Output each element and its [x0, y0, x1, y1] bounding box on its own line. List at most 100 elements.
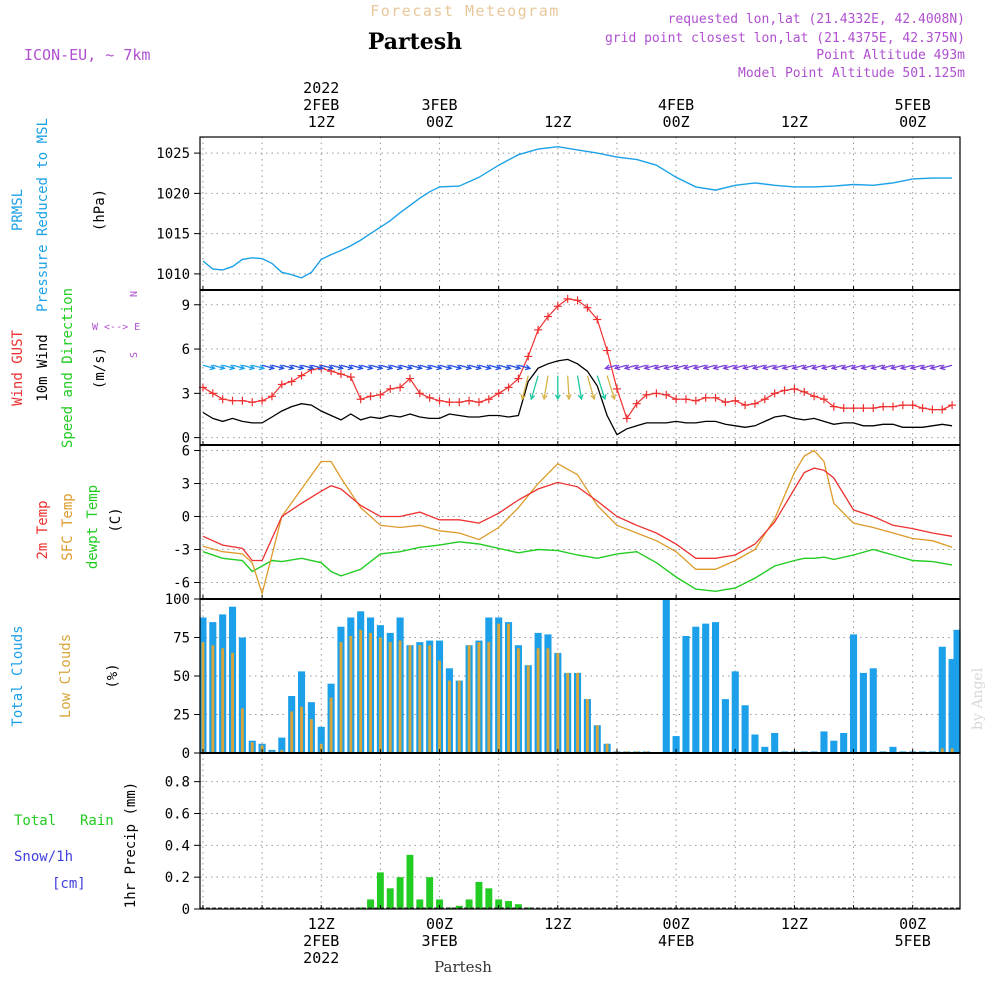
precip-unit-label: 1hr Precip (mm) — [123, 782, 139, 908]
wind-arrow — [478, 364, 491, 370]
total-cloud-bar — [692, 626, 700, 753]
wind-arrow-head — [278, 364, 285, 371]
wind-arrow — [812, 364, 825, 370]
total-cloud-bar — [938, 646, 946, 753]
wind-arrow-head — [298, 364, 305, 371]
low-cloud-bar — [398, 640, 402, 753]
low-cloud-bar — [595, 725, 599, 753]
wind-arrow — [518, 364, 531, 370]
cloud-unit-label: (%) — [105, 663, 121, 688]
wind-arrow-head — [663, 364, 670, 371]
wind-arrow-head — [541, 394, 548, 401]
low-cloud-bar — [467, 645, 471, 753]
prmsl-label: PRMSL — [10, 189, 26, 231]
wind-arrow — [340, 364, 353, 370]
wind-arrow — [360, 364, 373, 370]
wind-arrow — [684, 364, 696, 370]
wind10m-label: 10m Wind — [35, 334, 51, 401]
model-altitude: Model Point Altitude 501.125m — [738, 66, 965, 81]
ytick-label: 1020 — [156, 186, 190, 202]
wind-line — [202, 358, 953, 436]
low-cloud-bar — [487, 642, 491, 753]
panel-frames: 10101015102010250369-6-3036025507510000.… — [156, 136, 961, 918]
wind-unit-label: (m/s) — [92, 347, 108, 389]
requested-location: requested lon,lat (21.4332E, 42.4008N) — [668, 12, 965, 27]
rain-bar — [357, 907, 365, 909]
rain-bar — [524, 907, 532, 909]
wind-arrow-head — [751, 364, 759, 371]
wind-arrow — [291, 364, 304, 370]
wind-arrow — [930, 364, 943, 370]
low-cloud-bar — [309, 719, 313, 753]
ytick-label: 1015 — [156, 227, 190, 243]
total-cloud-bar — [672, 736, 680, 753]
low-cloud-bar — [369, 632, 372, 753]
wind-arrow-head — [288, 364, 295, 371]
temp-labels: 2m Temp SFC Temp dewpt Temp (C) — [35, 485, 124, 569]
wind-arrow-head — [889, 364, 897, 371]
low-cloud-bar — [280, 749, 284, 753]
wind-arrow-head — [840, 364, 847, 371]
top-time-label: 2022 — [303, 79, 339, 97]
ytick-label: 0 — [182, 510, 190, 526]
bottom-time-label: 5FEB — [895, 932, 931, 950]
wind-arrow-head — [820, 364, 828, 371]
wind-arrow — [281, 364, 294, 370]
wind-arrow-head — [515, 364, 522, 371]
total-cloud-bar — [889, 746, 897, 753]
footer-location: Partesh — [434, 958, 492, 976]
wind-arrow — [920, 364, 933, 370]
compass-icon: N W <--> E S — [92, 291, 140, 358]
low-clouds-label: Low Clouds — [58, 634, 74, 718]
wind-arrow — [370, 364, 383, 370]
ytick-label: -3 — [173, 543, 190, 559]
ytick-label: 1010 — [156, 267, 190, 283]
total-cloud-bar — [721, 699, 729, 753]
total-cloud-bar — [682, 635, 690, 753]
wind-arrow-head — [623, 364, 631, 371]
total-cloud-bar — [953, 629, 961, 753]
wind-arrow-head — [682, 364, 690, 371]
compass-north: N — [129, 291, 140, 297]
ytick-label: 9 — [182, 298, 190, 314]
wind-arrow-head — [732, 364, 739, 371]
wind-arrow — [802, 364, 815, 370]
low-cloud-bar — [418, 645, 422, 753]
wind-arrow — [782, 364, 795, 370]
panel-frame — [199, 136, 961, 291]
wind-arrow — [664, 364, 677, 370]
ytick-label: 0 — [182, 746, 190, 762]
wind-arrow — [762, 364, 775, 370]
wind-arrow — [419, 364, 432, 370]
low-cloud-bar — [447, 680, 451, 753]
wind-arrow-head — [455, 364, 463, 371]
wind-arrow-head — [781, 364, 788, 371]
low-cloud-bar — [950, 748, 954, 753]
wind-arrow-head — [791, 364, 798, 371]
wind-arrow — [624, 364, 637, 370]
wind-arrow-head — [565, 394, 572, 401]
wind-arrow-head — [529, 393, 536, 401]
wind-panel — [198, 294, 957, 436]
wind-arrow-head — [209, 364, 216, 371]
low-cloud-bar — [290, 711, 294, 753]
wind-arrow-head — [610, 393, 617, 401]
wind-arrow — [644, 364, 657, 370]
wind-arrow — [409, 364, 422, 370]
ytick-label: 0.2 — [165, 870, 190, 886]
total-cloud-bar — [317, 726, 325, 753]
wind-arrow-head — [524, 364, 532, 371]
wind-arrow — [605, 364, 618, 370]
bottom-time-label: 12Z — [308, 915, 335, 933]
wind-arrow — [301, 364, 314, 370]
wind-arrow-head — [475, 364, 483, 371]
top-time-label: 12Z — [544, 113, 571, 131]
ytick-label: 25 — [173, 708, 190, 724]
wind-arrow — [753, 364, 765, 370]
ytick-label: 75 — [173, 631, 190, 647]
low-cloud-bar — [211, 645, 215, 753]
ytick-label: 0.6 — [165, 806, 190, 822]
wind-arrow — [488, 364, 501, 370]
wind-arrow-head — [416, 364, 423, 371]
